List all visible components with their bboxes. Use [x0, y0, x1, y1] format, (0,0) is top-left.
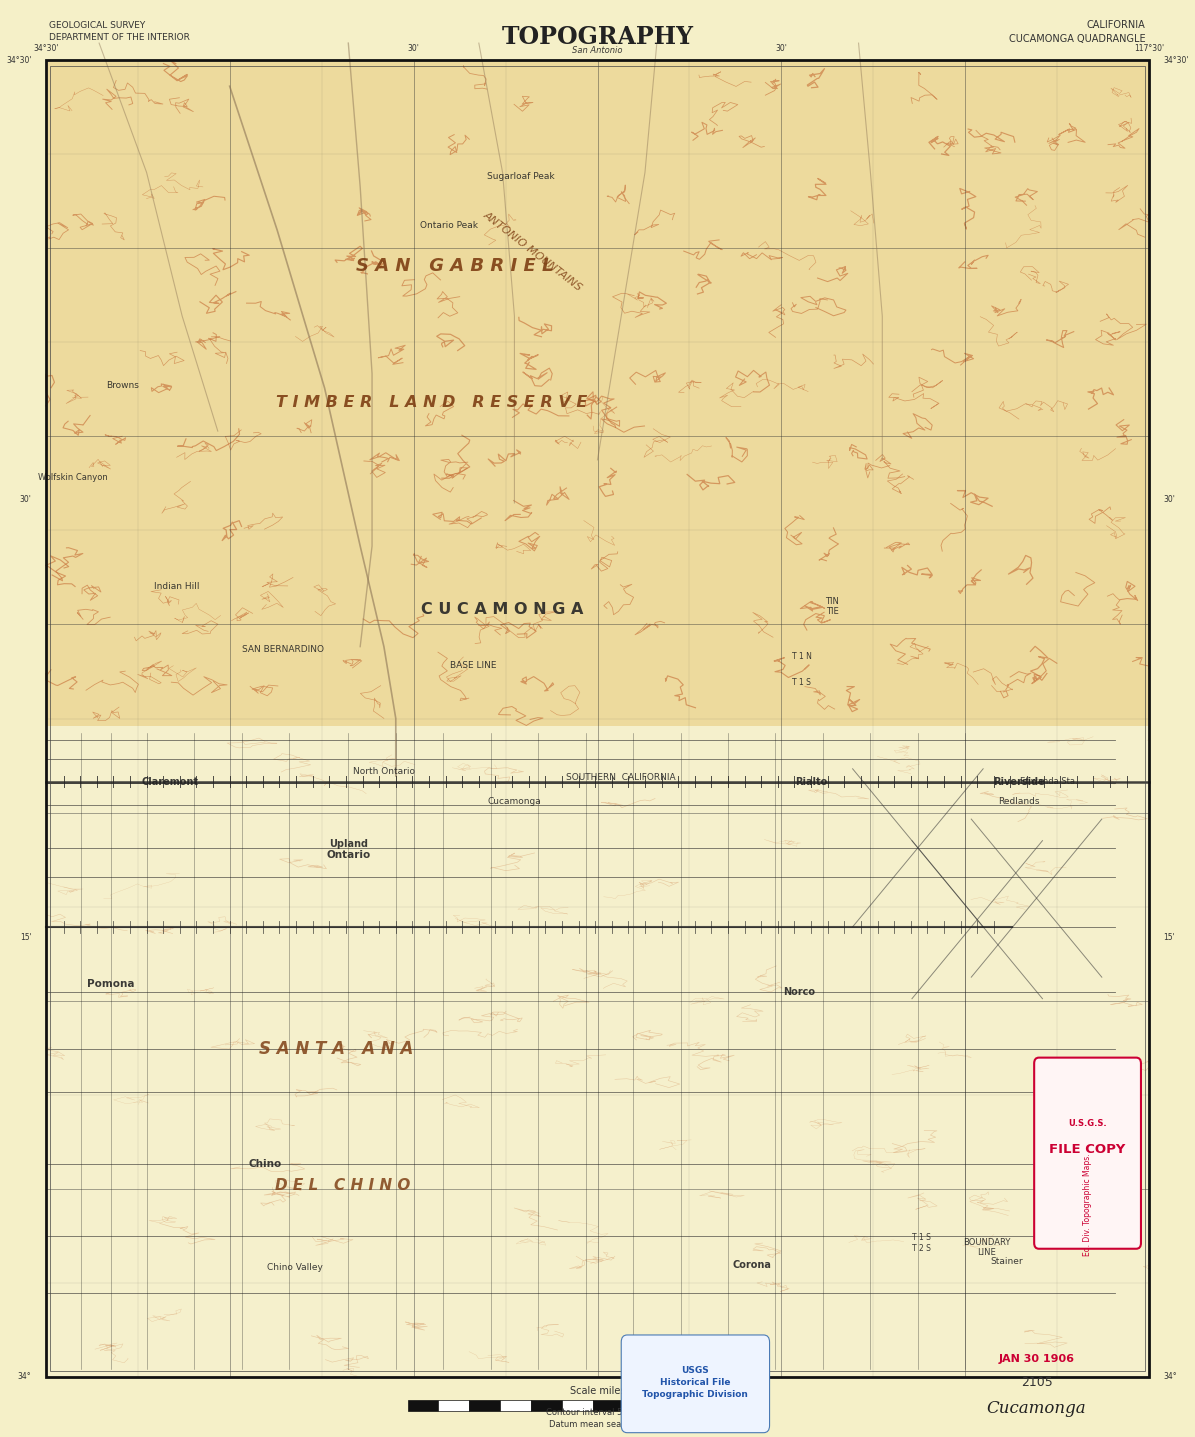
Bar	[407, 1400, 439, 1411]
Text: C U C A M O N G A: C U C A M O N G A	[422, 602, 584, 616]
Text: 30': 30'	[776, 45, 788, 53]
Text: TOPOGRAPHY: TOPOGRAPHY	[502, 26, 693, 49]
Text: Ontario: Ontario	[326, 851, 370, 859]
Text: Sugarloaf Peak: Sugarloaf Peak	[486, 172, 554, 181]
Bar	[531, 1400, 562, 1411]
Text: 30': 30'	[19, 494, 31, 503]
Text: S A N   G A B R I E L: S A N G A B R I E L	[356, 257, 553, 274]
Text: ANTONIO MOUNTAINS: ANTONIO MOUNTAINS	[480, 210, 583, 293]
Text: S A N T A   A N A: S A N T A A N A	[259, 1040, 413, 1058]
Text: 34°30': 34°30'	[33, 45, 59, 53]
Text: SOUTHERN  CALIFORNIA: SOUTHERN CALIFORNIA	[566, 773, 676, 782]
Text: 117°30': 117°30'	[1134, 45, 1164, 53]
Text: Riverside: Riverside	[993, 777, 1044, 786]
Text: GEOLOGICAL SURVEY
DEPARTMENT OF THE INTERIOR: GEOLOGICAL SURVEY DEPARTMENT OF THE INTE…	[49, 22, 190, 42]
Text: D E L   C H I N O: D E L C H I N O	[275, 1178, 410, 1193]
Text: SAN BERNARDINO: SAN BERNARDINO	[243, 645, 324, 654]
Bar	[624, 1400, 655, 1411]
Text: 30': 30'	[1164, 494, 1176, 503]
Text: 30': 30'	[407, 45, 419, 53]
Text: San Antonio: San Antonio	[572, 46, 623, 55]
Text: Ontario Peak: Ontario Peak	[421, 221, 478, 230]
Text: FILE COPY: FILE COPY	[1049, 1142, 1126, 1157]
Text: 15': 15'	[1164, 934, 1175, 943]
Text: Pomona: Pomona	[87, 980, 135, 989]
Text: Chino: Chino	[249, 1160, 282, 1168]
Text: T 1 N: T 1 N	[791, 652, 811, 661]
Text: 15': 15'	[20, 934, 31, 943]
Bar	[45, 60, 1150, 726]
Text: 2105: 2105	[1021, 1375, 1053, 1390]
Bar	[470, 1400, 501, 1411]
Text: U.S.G.S.: U.S.G.S.	[1068, 1119, 1107, 1128]
Text: Stainer: Stainer	[991, 1257, 1023, 1266]
Text: TIN
TIE: TIN TIE	[826, 596, 839, 616]
Text: Rialto: Rialto	[795, 777, 827, 786]
Text: BASE LINE: BASE LINE	[449, 661, 496, 670]
Text: Claremont: Claremont	[142, 777, 198, 786]
Text: Chino Valley: Chino Valley	[266, 1263, 323, 1272]
Text: Upland: Upland	[329, 839, 368, 848]
Text: USGS
Historical File
Topographic Division: USGS Historical File Topographic Divisio…	[643, 1367, 748, 1398]
Text: Indian Hill: Indian Hill	[153, 582, 200, 591]
Bar	[439, 1400, 470, 1411]
Text: Norco: Norco	[783, 987, 815, 996]
Text: Browns: Browns	[106, 381, 140, 389]
Text: Etiwanda Sta.: Etiwanda Sta.	[1019, 777, 1077, 786]
Text: North Ontario: North Ontario	[353, 767, 415, 776]
FancyBboxPatch shape	[621, 1335, 770, 1433]
Text: 34°: 34°	[18, 1372, 31, 1381]
Text: T I M B E R   L A N D   R E S E R V E: T I M B E R L A N D R E S E R V E	[276, 395, 587, 410]
Text: Contour interval 50 feet.
Datum mean sea level.: Contour interval 50 feet. Datum mean sea…	[546, 1408, 649, 1428]
Text: BOUNDARY
LINE: BOUNDARY LINE	[963, 1237, 1011, 1257]
Text: Cucamonga: Cucamonga	[488, 798, 541, 806]
Text: T 1 S
T 2 S: T 1 S T 2 S	[912, 1233, 931, 1253]
Text: CALIFORNIA
CUCAMONGA QUADRANGLE: CALIFORNIA CUCAMONGA QUADRANGLE	[1009, 20, 1146, 43]
Text: Redlands: Redlands	[998, 798, 1040, 806]
Text: Corona: Corona	[733, 1260, 771, 1269]
Text: JAN 30 1906: JAN 30 1906	[999, 1355, 1074, 1364]
Bar	[45, 726, 1150, 1377]
Bar	[501, 1400, 531, 1411]
Text: Cucamonga: Cucamonga	[987, 1400, 1086, 1417]
Text: 34°30': 34°30'	[6, 56, 31, 65]
Text: T 1 S: T 1 S	[792, 678, 811, 687]
Text: 34°: 34°	[1164, 1372, 1177, 1381]
Text: Ed. Div. Topographic Maps.: Ed. Div. Topographic Maps.	[1083, 1152, 1092, 1256]
FancyBboxPatch shape	[1034, 1058, 1141, 1249]
Bar	[562, 1400, 593, 1411]
Text: 34°30': 34°30'	[1164, 56, 1189, 65]
Bar	[593, 1400, 624, 1411]
Text: Wolfskin Canyon: Wolfskin Canyon	[38, 473, 108, 481]
Text: Scale miles: Scale miles	[570, 1387, 625, 1395]
